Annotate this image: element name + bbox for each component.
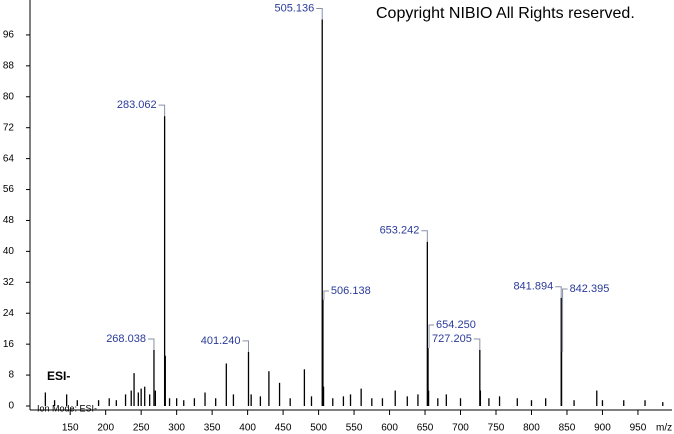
peak-label: 727.205 bbox=[432, 333, 472, 345]
y-tick-label: 48 bbox=[3, 215, 15, 226]
label-bracket bbox=[158, 104, 166, 117]
peak-label: 654.250 bbox=[436, 319, 476, 331]
ion-mode: Ion Mode: ESI- bbox=[37, 403, 97, 413]
x-tick-label: 200 bbox=[97, 423, 114, 434]
x-tick-label: 950 bbox=[630, 423, 647, 434]
label-bracket bbox=[555, 286, 562, 298]
x-tick-label: 850 bbox=[559, 423, 576, 434]
x-tick-label: 450 bbox=[275, 423, 292, 434]
x-tick-label: 700 bbox=[452, 423, 469, 434]
y-tick-label: 56 bbox=[3, 184, 15, 195]
x-tick-label: 300 bbox=[168, 423, 185, 434]
label-bracket bbox=[242, 340, 249, 352]
x-tick-label: 750 bbox=[488, 423, 505, 434]
peak-label: 653.242 bbox=[380, 225, 420, 237]
y-tick-label: 16 bbox=[3, 339, 15, 350]
chart-title: Copyright NIBIO All Rights reserved. bbox=[376, 5, 635, 22]
label-bracket bbox=[316, 7, 323, 20]
label-bracket bbox=[147, 338, 155, 350]
y-tick-label: 24 bbox=[3, 308, 15, 319]
peak-label: 505.136 bbox=[274, 2, 314, 14]
label-bracket bbox=[428, 324, 435, 349]
x-tick-label: 900 bbox=[594, 423, 611, 434]
x-axis-label: m/z bbox=[656, 423, 672, 434]
x-tick-label: 500 bbox=[310, 423, 327, 434]
y-tick-label: 96 bbox=[3, 30, 15, 41]
peak-label: 842.395 bbox=[570, 283, 610, 295]
peak-label: 841.894 bbox=[513, 281, 553, 293]
peak-label: 401.240 bbox=[201, 335, 241, 347]
y-tick-label: 8 bbox=[8, 370, 14, 381]
x-tick-label: 400 bbox=[239, 423, 256, 434]
mode-label: ESI- bbox=[47, 369, 70, 383]
peak-label: 506.138 bbox=[331, 285, 371, 297]
y-tick-label: 72 bbox=[3, 122, 15, 133]
x-tick-label: 650 bbox=[417, 423, 434, 434]
peak-label: 283.062 bbox=[117, 99, 157, 111]
y-tick-label: 32 bbox=[3, 277, 15, 288]
x-tick-label: 800 bbox=[523, 423, 540, 434]
label-bracket bbox=[473, 338, 481, 350]
x-tick-label: 150 bbox=[62, 423, 79, 434]
x-tick-label: 600 bbox=[381, 423, 398, 434]
peak-label: 268.038 bbox=[106, 333, 146, 345]
y-tick-label: 0 bbox=[8, 401, 14, 412]
label-bracket bbox=[421, 230, 428, 242]
label-bracket bbox=[323, 290, 329, 300]
x-tick-label: 350 bbox=[204, 423, 221, 434]
x-tick-label: 250 bbox=[133, 423, 150, 434]
label-bracket bbox=[562, 288, 568, 352]
x-tick-label: 550 bbox=[346, 423, 363, 434]
y-tick-label: 88 bbox=[3, 60, 15, 71]
y-tick-label: 64 bbox=[3, 153, 15, 164]
y-tick-label: 40 bbox=[3, 246, 15, 257]
y-tick-label: 80 bbox=[3, 91, 15, 102]
